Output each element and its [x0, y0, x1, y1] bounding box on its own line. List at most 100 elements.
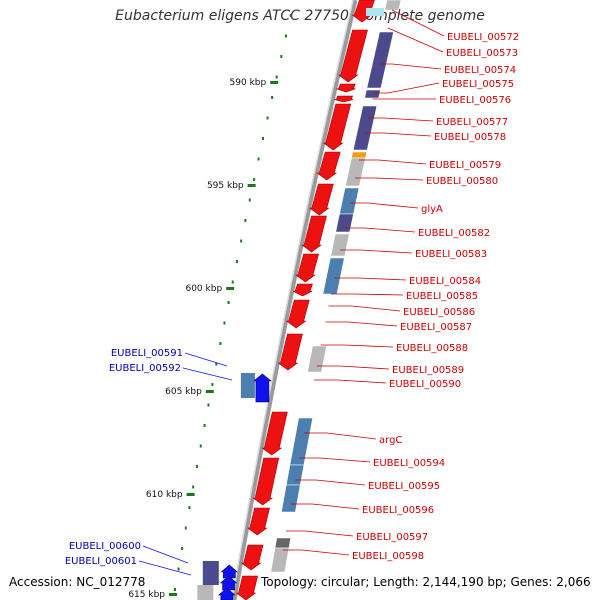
scale-label: 615 kbp [128, 590, 165, 600]
gene-label[interactable]: EUBELI_00589 [392, 365, 464, 376]
label-leader-line [285, 530, 354, 537]
gene-label[interactable]: EUBELI_00598 [352, 551, 424, 562]
forward-gene-arrow[interactable] [322, 103, 352, 151]
gene-label[interactable]: EUBELI_00572 [447, 32, 519, 43]
gene-label[interactable]: EUBELI_00585 [406, 291, 478, 302]
cds-block[interactable] [345, 157, 366, 187]
forward-gene-arrow[interactable] [285, 299, 310, 329]
gene-label[interactable]: EUBELI_00596 [362, 505, 434, 516]
gene-label[interactable]: EUBELI_00590 [389, 379, 461, 390]
gene-label[interactable]: argC [379, 435, 402, 446]
minor-tick [192, 485, 195, 489]
gene-label[interactable]: EUBELI_00591 [111, 348, 183, 359]
forward-gene-arrow[interactable] [246, 507, 270, 536]
minor-tick [285, 34, 288, 38]
gene-label[interactable]: EUBELI_00574 [444, 65, 516, 76]
gene-label[interactable]: EUBELI_00576 [439, 95, 511, 106]
forward-gene-arrow[interactable] [240, 544, 264, 571]
gene-label[interactable]: EUBELI_00592 [109, 363, 181, 374]
forward-gene-arrow[interactable] [334, 95, 354, 103]
reverse-gene-arrow[interactable] [220, 564, 239, 579]
cds-block[interactable] [281, 484, 301, 513]
label-leader-line [330, 293, 404, 296]
minor-tick [231, 280, 234, 284]
cds-block[interactable] [366, 8, 384, 16]
minor-tick [223, 321, 226, 325]
gene-label[interactable]: EUBELI_00575 [442, 79, 514, 90]
forward-gene-arrow[interactable] [261, 411, 288, 456]
cds-block[interactable] [307, 345, 327, 373]
label-leader-line [313, 379, 387, 384]
gene-label[interactable]: EUBELI_00595 [368, 481, 440, 492]
minor-tick [211, 383, 214, 386]
gene-label[interactable]: EUBELI_00601 [65, 556, 137, 567]
label-leader-line [316, 365, 390, 370]
gene-label[interactable]: EUBELI_00594 [373, 458, 445, 469]
gene-label[interactable]: EUBELI_00578 [434, 132, 506, 143]
forward-gene-arrow[interactable] [301, 215, 327, 253]
forward-gene-arrow[interactable] [336, 83, 356, 93]
gene-label[interactable]: EUBELI_00583 [415, 249, 487, 260]
cds-block[interactable] [322, 257, 345, 295]
minor-tick [257, 157, 260, 161]
gene-label[interactable]: EUBELI_00587 [400, 322, 472, 333]
minor-tick [177, 567, 180, 571]
scale-label: 600 kbp [185, 284, 222, 294]
cds-block[interactable] [240, 373, 255, 398]
reverse-gene-arrow[interactable] [218, 587, 236, 600]
cds-block[interactable] [366, 31, 394, 89]
cds-block[interactable] [274, 537, 292, 549]
forward-gene-arrow[interactable] [235, 575, 258, 600]
gene-label[interactable]: EUBELI_00597 [356, 532, 428, 543]
forward-gene-arrow[interactable] [316, 151, 341, 181]
scale-label: 605 kbp [165, 387, 202, 397]
cds-block[interactable] [364, 89, 381, 99]
forward-gene-arrow[interactable] [292, 283, 313, 297]
major-tick [169, 593, 178, 596]
forward-gene-arrow[interactable] [351, 0, 375, 23]
genome-backbone-highlight [231, 0, 354, 600]
label-leader-line [282, 549, 350, 556]
label-leader-line [355, 177, 424, 181]
cds-block[interactable] [197, 585, 214, 600]
gene-label[interactable]: EUBELI_00580 [426, 176, 498, 187]
label-leader-line [290, 503, 360, 510]
cds-block[interactable] [335, 213, 354, 233]
gene-label[interactable]: EUBELI_00588 [396, 343, 468, 354]
forward-gene-arrow[interactable] [294, 253, 320, 283]
gene-label[interactable]: EUBELI_00579 [429, 160, 501, 171]
cds-block[interactable] [339, 187, 360, 215]
gene-label[interactable]: EUBELI_00584 [409, 276, 481, 287]
major-tick [270, 81, 279, 84]
cds-block[interactable] [202, 561, 219, 585]
reverse-gene-arrow[interactable] [253, 373, 272, 403]
minor-tick [240, 239, 243, 243]
forward-gene-arrow[interactable] [337, 29, 368, 83]
major-tick [205, 390, 214, 393]
scale-label: 610 kbp [146, 490, 183, 500]
gene-label[interactable]: EUBELI_00582 [418, 228, 490, 239]
gene-label[interactable]: glyA [421, 204, 443, 215]
gene-label[interactable]: EUBELI_00573 [446, 48, 518, 59]
cds-block[interactable] [270, 547, 290, 573]
minor-tick [275, 75, 278, 79]
label-leader-line [334, 277, 407, 281]
gene-label[interactable]: EUBELI_00586 [403, 307, 475, 318]
cds-block[interactable] [384, 0, 402, 11]
forward-gene-arrow[interactable] [277, 333, 303, 371]
cds-block[interactable] [285, 464, 305, 486]
gene-label[interactable]: EUBELI_00600 [69, 541, 141, 552]
cds-block[interactable] [352, 105, 378, 151]
minor-tick [181, 547, 184, 550]
cds-block[interactable] [351, 151, 368, 159]
forward-gene-arrow[interactable] [252, 457, 280, 506]
major-tick [186, 493, 195, 496]
label-leader-line [142, 545, 189, 564]
cds-block[interactable] [330, 233, 350, 257]
major-tick [247, 184, 256, 187]
scale-label: 590 kbp [230, 78, 267, 88]
forward-gene-arrow[interactable] [308, 183, 334, 216]
topology-text: Topology: circular; Length: 2,144,190 bp… [261, 575, 591, 589]
gene-label[interactable]: EUBELI_00577 [436, 117, 508, 128]
label-leader-line [138, 560, 192, 576]
